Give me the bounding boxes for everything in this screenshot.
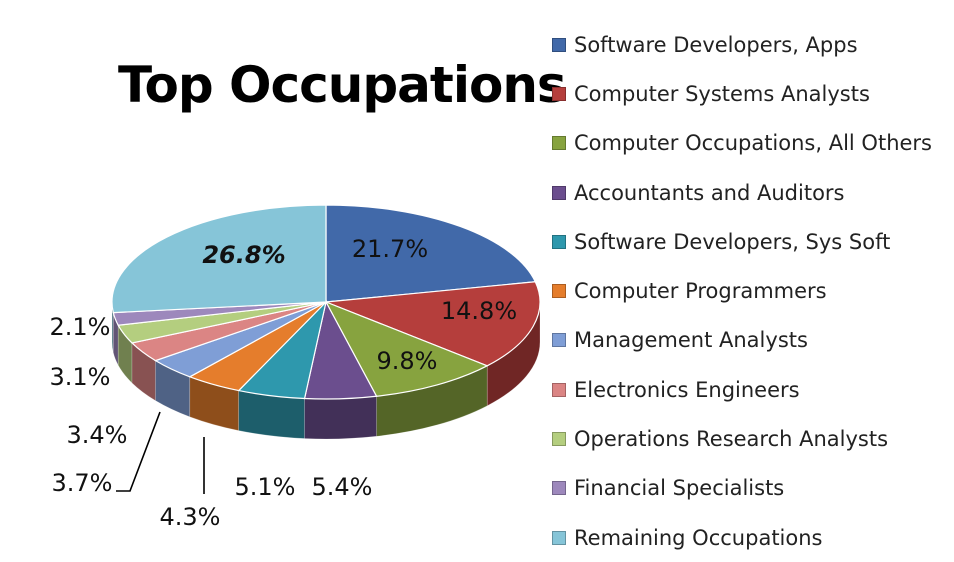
data-label-1: 14.8% xyxy=(441,297,517,325)
legend-label: Computer Occupations, All Others xyxy=(574,131,932,156)
pie-slice-10 xyxy=(111,204,327,314)
legend-label: Operations Research Analysts xyxy=(574,427,889,452)
legend-item: Financial Specialists xyxy=(552,464,932,513)
pie-side-3 xyxy=(304,395,377,440)
legend-swatch xyxy=(552,234,566,249)
legend-swatch xyxy=(552,37,566,52)
legend-label: Software Developers, Apps xyxy=(574,32,858,57)
data-label-0: 21.7% xyxy=(352,235,428,263)
legend-label: Accountants and Auditors xyxy=(574,180,845,205)
data-label-2: 9.8% xyxy=(377,347,438,375)
legend-item: Remaining Occupations xyxy=(552,513,932,562)
data-label-3: 5.4% xyxy=(312,473,373,501)
pie-slice-2 xyxy=(324,300,489,397)
legend: Software Developers, Apps Computer System… xyxy=(552,20,932,562)
legend-swatch xyxy=(552,284,566,299)
legend-item: Software Developers, Apps xyxy=(552,20,932,69)
data-label-10: 26.8% xyxy=(202,241,285,269)
data-label-7: 3.4% xyxy=(67,421,128,449)
legend-item: Software Developers, Sys Soft xyxy=(552,217,932,266)
legend-label: Financial Specialists xyxy=(574,476,785,501)
legend-item: Computer Programmers xyxy=(552,266,932,315)
legend-label: Management Analysts xyxy=(574,328,808,353)
legend-swatch xyxy=(552,86,566,101)
legend-swatch xyxy=(552,530,566,545)
legend-item: Accountants and Auditors xyxy=(552,168,932,217)
legend-label: Electronics Engineers xyxy=(574,377,800,402)
pie-top-faces xyxy=(111,204,541,400)
legend-swatch xyxy=(552,481,566,496)
legend-swatch xyxy=(552,136,566,151)
legend-label: Computer Systems Analysts xyxy=(574,81,870,106)
legend-item: Operations Research Analysts xyxy=(552,414,932,463)
legend-item: Computer Systems Analysts xyxy=(552,69,932,118)
legend-label: Software Developers, Sys Soft xyxy=(574,229,891,254)
data-label-6: 3.7% xyxy=(52,469,113,497)
leader-line-6 xyxy=(116,411,161,492)
legend-item: Management Analysts xyxy=(552,316,932,365)
legend-label: Computer Programmers xyxy=(574,279,827,304)
legend-label: Remaining Occupations xyxy=(574,525,823,550)
legend-swatch xyxy=(552,382,566,397)
data-label-9: 2.1% xyxy=(50,313,111,341)
legend-item: Computer Occupations, All Others xyxy=(552,119,932,168)
data-label-5: 4.3% xyxy=(160,503,221,531)
legend-swatch xyxy=(552,333,566,348)
data-label-4: 5.1% xyxy=(235,473,296,501)
chart-title: Top Occupations xyxy=(118,56,567,114)
pie-slice-0 xyxy=(325,204,537,303)
data-label-8: 3.1% xyxy=(50,363,111,391)
legend-swatch xyxy=(552,432,566,447)
legend-swatch xyxy=(552,185,566,200)
data-labels: 21.7% 14.8%9.8% 5.4% 5.1% 4.3% 3.7% 3.4% 3.1% 2.… xyxy=(50,235,518,531)
legend-item: Electronics Engineers xyxy=(552,365,932,414)
pie-slice-1 xyxy=(325,281,541,367)
